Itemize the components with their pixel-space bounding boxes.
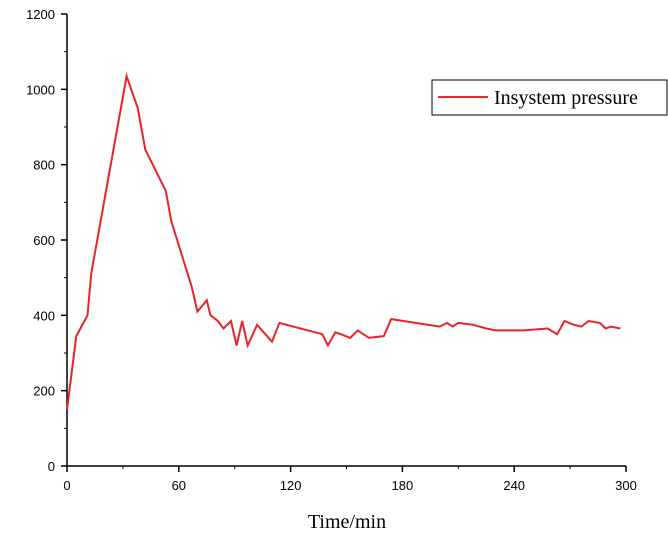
y-tick-label: 1000 bbox=[26, 82, 55, 97]
y-tick-label: 200 bbox=[33, 384, 55, 399]
series-layer bbox=[66, 72, 621, 410]
x-tick-label: 300 bbox=[615, 478, 637, 493]
y-tick-label: 1200 bbox=[26, 7, 55, 22]
x-tick-label: 0 bbox=[63, 478, 70, 493]
legend-label: Insystem pressure bbox=[494, 87, 638, 109]
x-tick-label: 240 bbox=[503, 478, 525, 493]
x-tick-label: 180 bbox=[392, 478, 414, 493]
legend: Insystem pressure bbox=[431, 79, 668, 116]
series-line-insystem-pressure bbox=[66, 72, 621, 410]
x-tick-label: 120 bbox=[280, 478, 302, 493]
y-tick-label: 400 bbox=[33, 308, 55, 323]
x-axis-title: Time/min bbox=[308, 511, 386, 533]
y-tick-label: 600 bbox=[33, 233, 55, 248]
axes: 0 200 400 600 800 1000 1200 0 60 120 180 240 300 bbox=[26, 7, 637, 493]
y-tick-label: 0 bbox=[48, 459, 55, 474]
x-tick-label: 60 bbox=[172, 478, 186, 493]
y-tick-label: 800 bbox=[33, 158, 55, 173]
